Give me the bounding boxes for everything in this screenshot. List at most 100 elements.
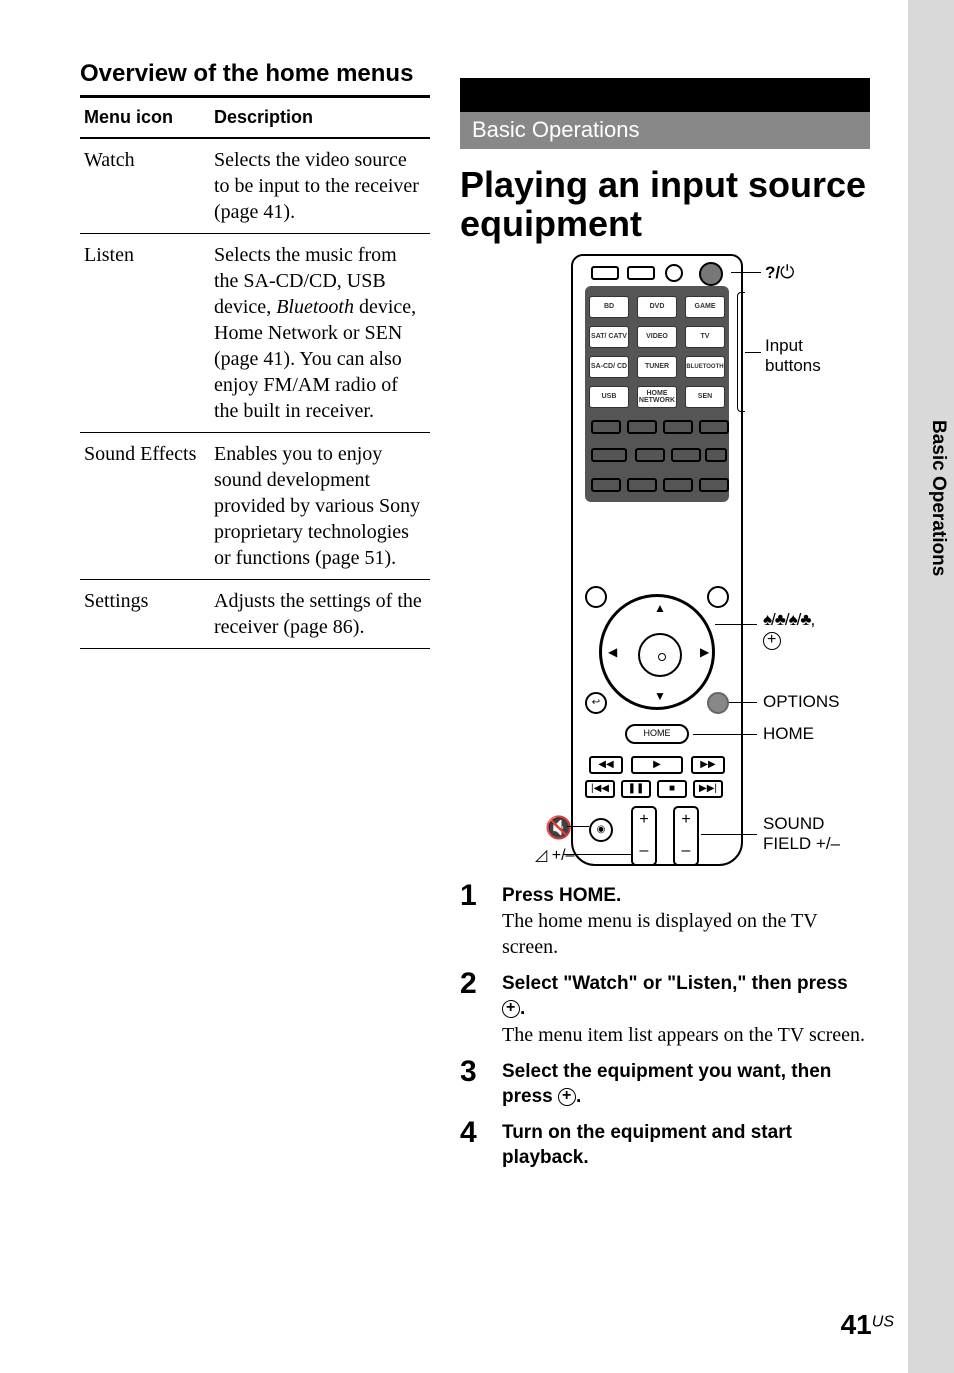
remote-blank-btn bbox=[663, 420, 693, 434]
remote-side-btn bbox=[585, 586, 607, 608]
transport-play: ▶ bbox=[631, 756, 683, 774]
remote-blank-btn bbox=[705, 448, 727, 462]
menu-desc-cell: Selects the video source to be input to … bbox=[210, 138, 430, 234]
remote-blank-btn bbox=[671, 448, 701, 462]
leader bbox=[693, 734, 757, 736]
step-head-text: . bbox=[576, 1086, 581, 1107]
menu-desc-cell: Enables you to enjoy sound development p… bbox=[210, 433, 430, 580]
remote-small-btn bbox=[627, 266, 655, 280]
callout-dpad: ♠/♣/♠/♣, bbox=[763, 610, 814, 651]
enter-icon bbox=[558, 1088, 576, 1106]
input-btn: HOME NETWORK bbox=[637, 386, 677, 408]
input-btn: BD bbox=[589, 296, 629, 318]
table-row: Settings Adjusts the settings of the rec… bbox=[80, 580, 430, 649]
input-btn: TV bbox=[685, 326, 725, 348]
callout-soundfield: SOUND FIELD +/– bbox=[763, 814, 853, 855]
right-column: Basic Operations Playing an input source… bbox=[460, 78, 870, 1183]
remote-diagram: BD DVD GAME SAT/ CATV VIDEO TV SA-CD/ CD… bbox=[485, 254, 845, 874]
remote-blank-btn bbox=[663, 478, 693, 492]
col-menu-icon: Menu icon bbox=[80, 96, 210, 138]
input-btn: SA-CD/ CD bbox=[589, 356, 629, 378]
remote-blank-btn bbox=[699, 478, 729, 492]
step-head-text: Select the equipment you want, then pres… bbox=[502, 1061, 831, 1107]
menu-desc-cell: Selects the music from the SA-CD/CD, USB… bbox=[210, 234, 430, 433]
step-head-text: . bbox=[520, 998, 525, 1019]
step-item: Select "Watch" or "Listen," then press .… bbox=[460, 972, 870, 1047]
side-tab: Basic Operations bbox=[908, 0, 954, 1373]
callout-home: HOME bbox=[763, 724, 814, 744]
transport-pause: ❚❚ bbox=[621, 780, 651, 798]
transport-next: ▶▶| bbox=[693, 780, 723, 798]
remote-power-btn bbox=[699, 262, 723, 286]
remote-home-btn: HOME bbox=[625, 724, 689, 744]
bracket bbox=[737, 292, 745, 412]
leader bbox=[701, 834, 757, 836]
remote-side-btn bbox=[707, 586, 729, 608]
callout-power: ?/⏻ bbox=[765, 262, 794, 284]
remote-mute-btn: ◉ bbox=[589, 818, 613, 842]
remote-options-btn bbox=[707, 692, 729, 714]
sound-field-rocker: +– bbox=[673, 806, 699, 866]
remote-blank-btn bbox=[627, 478, 657, 492]
remote-blank-btn bbox=[635, 448, 665, 462]
input-btn: VIDEO bbox=[637, 326, 677, 348]
input-btn: SAT/ CATV bbox=[589, 326, 629, 348]
input-btn: USB bbox=[589, 386, 629, 408]
step-item: Press HOME. The home menu is displayed o… bbox=[460, 884, 870, 961]
table-row: Sound Effects Enables you to enjoy sound… bbox=[80, 433, 430, 580]
transport-rew: ◀◀ bbox=[589, 756, 623, 774]
input-btn: TUNER bbox=[637, 356, 677, 378]
table-row: Watch Selects the video source to be inp… bbox=[80, 138, 430, 234]
page-number: 41 bbox=[841, 1309, 872, 1340]
input-btn: SEN bbox=[685, 386, 725, 408]
remote-blank-btn bbox=[699, 420, 729, 434]
input-btn: BLUETOOTH bbox=[685, 356, 725, 378]
step-body: The home menu is displayed on the TV scr… bbox=[502, 908, 870, 960]
menu-icon-cell: Sound Effects bbox=[80, 433, 210, 580]
main-title: Playing an input source equipment bbox=[460, 165, 870, 244]
leader bbox=[715, 624, 757, 626]
remote-small-btn bbox=[591, 266, 619, 280]
leader bbox=[745, 352, 761, 354]
step-head: Select "Watch" or "Listen," then press . bbox=[502, 972, 870, 1021]
enter-icon bbox=[763, 632, 781, 650]
leader bbox=[567, 826, 589, 828]
steps-list: Press HOME. The home menu is displayed o… bbox=[460, 884, 870, 1171]
table-row: Listen Selects the music from the SA-CD/… bbox=[80, 234, 430, 433]
input-btn: GAME bbox=[685, 296, 725, 318]
page-suffix: US bbox=[872, 1313, 894, 1330]
leader bbox=[731, 272, 761, 274]
vol-text: +/– bbox=[552, 847, 575, 864]
menu-table: Menu icon Description Watch Selects the … bbox=[80, 95, 430, 649]
section-banner-grey: Basic Operations bbox=[460, 112, 870, 149]
menu-icon-cell: Settings bbox=[80, 580, 210, 649]
desc-italic: Bluetooth bbox=[276, 296, 354, 318]
remote-blank-btn bbox=[591, 420, 621, 434]
input-btn: DVD bbox=[637, 296, 677, 318]
transport-stop: ■ bbox=[657, 780, 687, 798]
section-banner-black bbox=[460, 78, 870, 112]
volume-icon: ◿ +/– bbox=[535, 846, 574, 867]
menu-icon-cell: Watch bbox=[80, 138, 210, 234]
left-column: Overview of the home menus Menu icon Des… bbox=[80, 60, 430, 649]
remote-blank-btn bbox=[591, 448, 627, 462]
dpad: ▲ ▼ ◀ ▶ bbox=[599, 594, 715, 710]
step-item: Turn on the equipment and start playback… bbox=[460, 1121, 870, 1170]
remote-small-btn bbox=[665, 264, 683, 282]
step-head-text: Select "Watch" or "Listen," then press bbox=[502, 973, 848, 994]
mute-icon: 🔇 bbox=[545, 814, 572, 843]
volume-rocker: +– bbox=[631, 806, 657, 866]
transport-prev: |◀◀ bbox=[585, 780, 615, 798]
remote-body: BD DVD GAME SAT/ CATV VIDEO TV SA-CD/ CD… bbox=[571, 254, 743, 866]
overview-heading: Overview of the home menus bbox=[80, 60, 430, 89]
callout-inputs: Input buttons bbox=[765, 336, 845, 377]
menu-desc-cell: Adjusts the settings of the receiver (pa… bbox=[210, 580, 430, 649]
step-body: The menu item list appears on the TV scr… bbox=[502, 1022, 870, 1048]
step-head: Turn on the equipment and start playback… bbox=[502, 1121, 870, 1170]
remote-blank-btn bbox=[627, 420, 657, 434]
step-head: Select the equipment you want, then pres… bbox=[502, 1060, 870, 1109]
remote-blank-btn bbox=[591, 478, 621, 492]
leader bbox=[729, 702, 757, 704]
dpad-center bbox=[638, 633, 682, 677]
remote-back-btn: ↩ bbox=[585, 692, 607, 714]
